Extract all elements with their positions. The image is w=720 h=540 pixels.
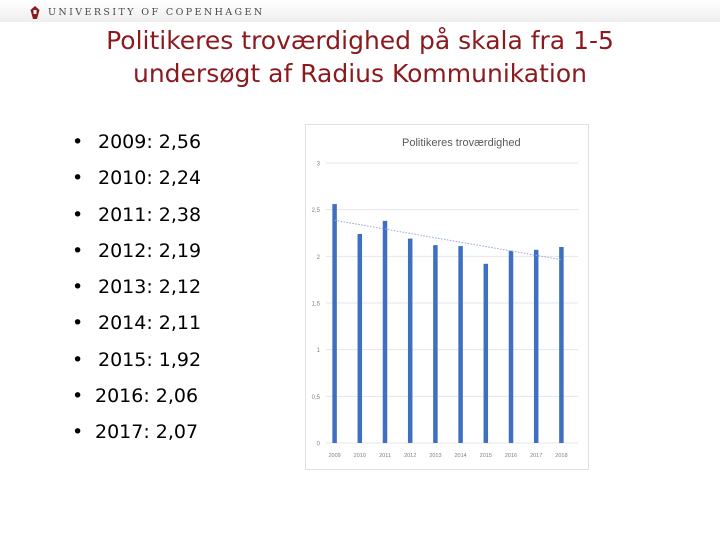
bar xyxy=(559,247,564,443)
y-tick-label: 0,5 xyxy=(312,395,321,401)
bar-chart-svg: Politikeres troværdighed 0 0,5 1 1,5 2 2,5 3 2… xyxy=(312,137,578,459)
y-tick-label: 3 xyxy=(317,162,321,168)
bullet-item: • 2011: 2,38 xyxy=(72,197,201,233)
bullet-text: 2015: 1,92 xyxy=(98,348,202,371)
bullet-dot-icon: • xyxy=(72,385,84,408)
bar-chart: Politikeres troværdighed 0 0,5 1 1,5 2 2,5 3 2… xyxy=(305,124,589,470)
bullet-dot-icon: • xyxy=(72,312,84,335)
x-tick-label: 2017 xyxy=(530,453,542,459)
x-tick-label: 2012 xyxy=(404,453,416,459)
bullet-item: • 2013: 2,12 xyxy=(72,269,201,305)
bullet-text: 2017: 2,07 xyxy=(95,421,199,444)
x-tick-label: 2011 xyxy=(379,453,391,459)
bullet-dot-icon: • xyxy=(72,348,84,371)
bullet-text: 2011: 2,38 xyxy=(98,203,202,226)
bar xyxy=(508,250,514,443)
bar xyxy=(407,238,413,443)
bullet-text: 2013: 2,12 xyxy=(98,276,202,299)
bar xyxy=(433,245,438,443)
y-tick-label: 2,5 xyxy=(312,208,321,214)
university-header-bar: UNIVERSITY OF COPENHAGEN xyxy=(0,0,720,22)
bullet-text: 2014: 2,11 xyxy=(98,312,202,335)
bullet-text: 2009: 2,56 xyxy=(98,131,202,153)
bullet-dot-icon: • xyxy=(72,167,84,190)
chart-title: Politikeres troværdighed xyxy=(402,137,521,149)
bullet-item: • 2016: 2,06 xyxy=(72,378,201,414)
x-tick-label: 2018 xyxy=(555,453,567,459)
bullet-dot-icon: • xyxy=(72,203,84,226)
y-tick-label: 1,5 xyxy=(312,302,321,308)
university-name: UNIVERSITY OF COPENHAGEN xyxy=(48,7,265,18)
bullet-dot-icon: • xyxy=(72,421,84,444)
slide-title: Politikeres troværdighed på skala fra 1-… xyxy=(40,24,680,90)
x-tick-label: 2015 xyxy=(480,453,492,459)
bar xyxy=(483,263,489,443)
bar xyxy=(357,233,363,443)
bullet-list: • 2009: 2,56 • 2010: 2,24 • 2011: 2,38 • 201… xyxy=(72,124,201,451)
bullet-item: • 2009: 2,56 xyxy=(72,124,201,160)
bar xyxy=(332,204,337,443)
bullet-text: 2016: 2,06 xyxy=(95,385,199,408)
bullet-item: • 2015: 1,92 xyxy=(72,342,201,378)
trendline xyxy=(334,219,562,261)
bullet-dot-icon: • xyxy=(72,239,84,262)
bullet-item: • 2014: 2,11 xyxy=(72,305,201,341)
bar xyxy=(382,220,388,443)
bullet-text: 2010: 2,24 xyxy=(98,167,202,190)
bullet-text: 2012: 2,19 xyxy=(98,239,202,262)
y-tick-label: 0 xyxy=(317,442,321,448)
y-tick-label: 2 xyxy=(317,255,321,261)
x-tick-label: 2014 xyxy=(454,453,466,459)
bullet-item: • 2017: 2,07 xyxy=(72,414,201,450)
bullet-item: • 2012: 2,19 xyxy=(72,233,201,269)
bullet-dot-icon: • xyxy=(72,131,84,153)
x-tick-label: 2009 xyxy=(328,453,340,459)
x-tick-label: 2016 xyxy=(505,453,517,459)
bullet-item: • 2010: 2,24 xyxy=(72,160,201,196)
bar xyxy=(533,249,539,443)
slide-title-line2: undersøgt af Radius Kommunikation xyxy=(132,59,588,88)
university-crest-icon xyxy=(30,6,40,19)
bullet-dot-icon: • xyxy=(72,276,84,299)
x-tick-label: 2010 xyxy=(354,453,366,459)
x-tick-label: 2013 xyxy=(429,453,441,459)
y-tick-label: 1 xyxy=(317,348,321,354)
bar xyxy=(458,246,463,443)
slide-title-line1: Politikeres troværdighed på skala fra 1-… xyxy=(106,26,614,55)
